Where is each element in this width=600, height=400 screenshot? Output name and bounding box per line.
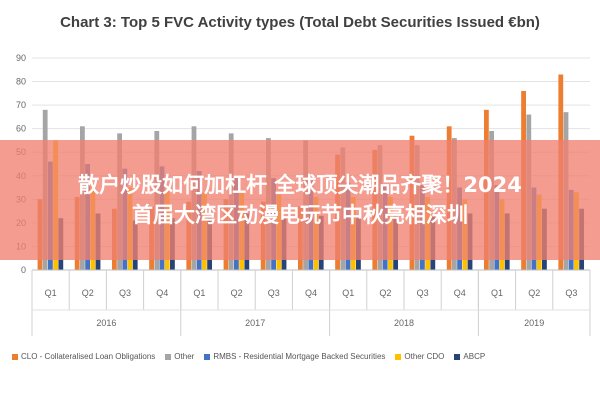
x-tick-label: Q4 (454, 288, 466, 298)
x-tick-label: Q2 (379, 288, 391, 298)
overlay-text-line-1: 散户炒股如何加杠杆 全球顶尖潮品齐聚！2024 (78, 173, 522, 197)
y-tick-label: 0 (21, 265, 26, 275)
x-tick-label: Q1 (45, 288, 57, 298)
legend-item: Other CDO (395, 352, 444, 361)
x-tick-label: Q3 (119, 288, 131, 298)
legend-item: Other (165, 352, 194, 361)
legend-item: CLO - Collateralised Loan Obligations (12, 352, 155, 361)
overlay-banner[interactable]: 散户炒股如何加杠杆 全球顶尖潮品齐聚！2024 首届大湾区动漫电玩节中秋亮相深圳 (0, 140, 600, 260)
legend-swatch (165, 353, 172, 360)
legend-label: RMBS - Residential Mortgage Backed Secur… (213, 352, 386, 361)
x-group-label: 2016 (96, 318, 116, 328)
legend-item: RMBS - Residential Mortgage Backed Secur… (204, 352, 385, 361)
legend-swatch (12, 353, 18, 360)
y-tick-label: 80 (16, 77, 26, 87)
y-tick-label: 60 (16, 124, 26, 134)
x-tick-label: Q1 (491, 288, 503, 298)
x-tick-label: Q3 (417, 288, 429, 298)
x-tick-label: Q2 (82, 288, 94, 298)
x-tick-label: Q1 (193, 288, 205, 298)
chart-title: Chart 3: Top 5 FVC Activity types (Total… (60, 14, 540, 31)
x-tick-label: Q2 (231, 288, 243, 298)
legend-label: Other (174, 352, 195, 361)
y-tick-label: 70 (16, 100, 26, 110)
x-tick-label: Q2 (528, 288, 540, 298)
x-tick-label: Q4 (305, 288, 317, 298)
x-group-label: 2018 (394, 318, 414, 328)
x-tick-label: Q4 (156, 288, 168, 298)
legend-item: ABCP (454, 352, 485, 361)
x-tick-label: Q3 (268, 288, 280, 298)
overlay-text-line-2: 首届大湾区动漫电玩节中秋亮相深圳 (132, 203, 468, 227)
x-tick-label: Q3 (565, 288, 577, 298)
legend: CLO - Collateralised Loan Obligations Oth… (12, 352, 592, 361)
legend-label: CLO - Collateralised Loan Obligations (21, 352, 156, 361)
legend-label: ABCP (463, 352, 486, 361)
legend-swatch (204, 353, 211, 360)
legend-label: Other CDO (404, 352, 445, 361)
legend-swatch (454, 353, 461, 360)
x-group-label: 2017 (245, 318, 265, 328)
legend-swatch (395, 353, 402, 360)
x-group-label: 2019 (524, 318, 544, 328)
x-tick-label: Q1 (342, 288, 354, 298)
y-tick-label: 90 (16, 53, 26, 63)
